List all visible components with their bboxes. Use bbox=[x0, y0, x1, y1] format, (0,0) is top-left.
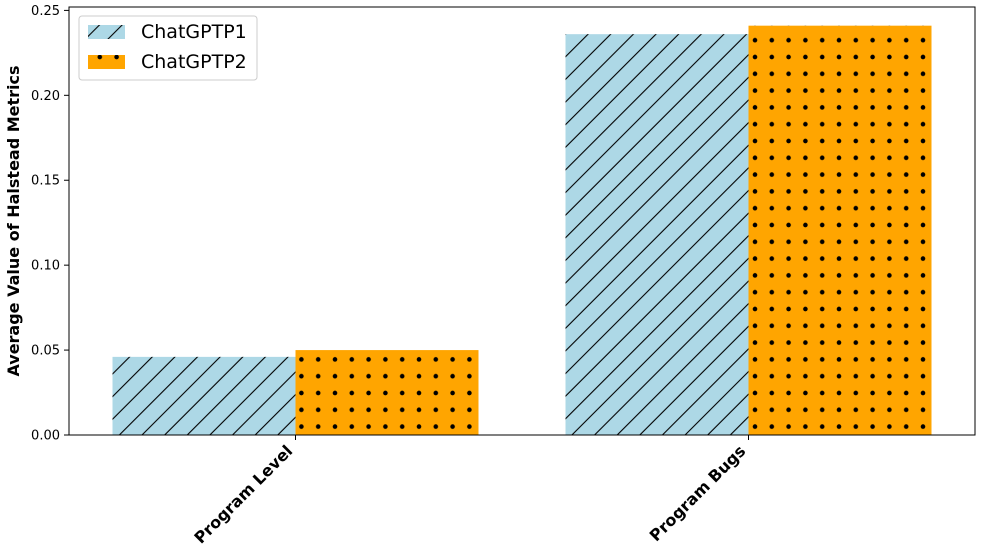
y-axis-title: Average Value of Halstead Metrics bbox=[4, 65, 23, 376]
y-tick-label: 0.05 bbox=[31, 344, 60, 359]
legend-swatch-pattern-chatgptp2 bbox=[88, 55, 125, 69]
y-tick-label: 0.15 bbox=[31, 174, 60, 189]
legend-swatch-pattern-chatgptp1 bbox=[88, 25, 125, 39]
legend-label-chatgptp2: ChatGPTP2 bbox=[141, 51, 247, 73]
y-tick-label: 0.25 bbox=[31, 4, 60, 19]
y-tick-label: 0.00 bbox=[31, 429, 60, 444]
y-tick-label: 0.20 bbox=[31, 89, 60, 104]
x-category-label: Program Level bbox=[190, 441, 296, 547]
legend: ChatGPTP1 ChatGPTP2 bbox=[78, 15, 258, 81]
bar-pattern-program-level-chatgptp1 bbox=[112, 356, 296, 435]
x-category-label: Program Bugs bbox=[646, 441, 750, 545]
plot-frame bbox=[68, 6, 976, 436]
bar-pattern-program-bugs-chatgptp1 bbox=[565, 34, 749, 436]
bar-pattern-program-level-chatgptp2 bbox=[295, 350, 479, 435]
y-tick-label: 0.10 bbox=[31, 259, 60, 274]
legend-label-chatgptp1: ChatGPTP1 bbox=[141, 21, 247, 43]
bars-layer bbox=[112, 25, 932, 436]
bar-pattern-program-bugs-chatgptp2 bbox=[748, 25, 932, 436]
